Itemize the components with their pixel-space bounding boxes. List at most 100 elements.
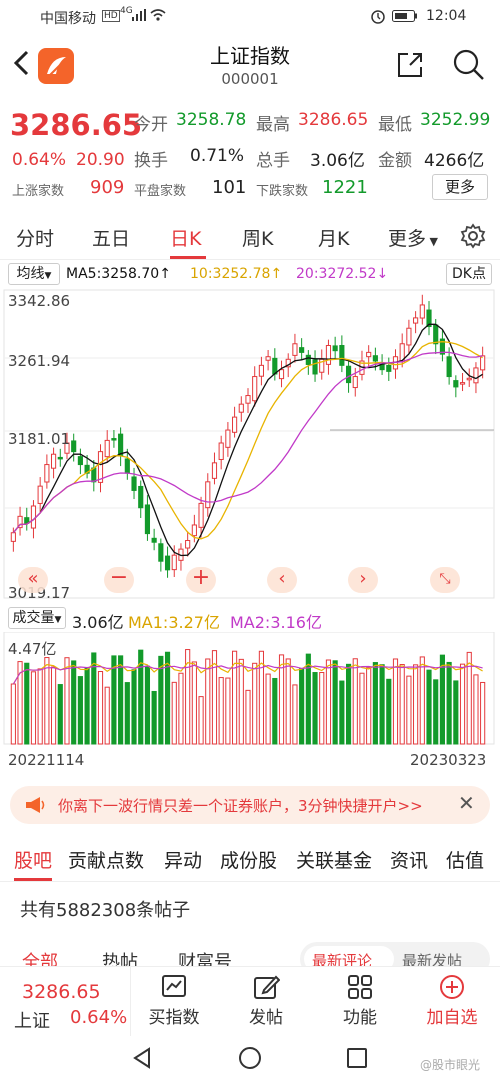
tab-weekly-k[interactable]: 周K: [242, 228, 274, 250]
divider: [130, 967, 131, 1037]
candle: [453, 380, 459, 388]
tab-constituents[interactable]: 成份股: [220, 850, 278, 872]
candle: [446, 356, 452, 378]
volume-bar: [339, 680, 345, 745]
back-icon[interactable]: [10, 48, 32, 82]
scroll-left-button[interactable]: ‹: [267, 567, 297, 593]
down-count-label: 下跌家数: [256, 184, 309, 199]
ma20-value: 20:3272.52↓: [296, 266, 388, 282]
volume-bar: [118, 655, 124, 745]
tab-more[interactable]: 更多 ▼: [388, 224, 438, 251]
zoom-out-button[interactable]: −: [104, 567, 134, 593]
tab-five-day[interactable]: 五日: [92, 228, 131, 250]
status-bar: 中国移动 HD 4G 12:04: [0, 0, 500, 34]
candle: [232, 416, 238, 433]
tab-guba[interactable]: 股吧: [14, 850, 53, 872]
low-value: 3252.99: [420, 110, 491, 130]
tab-daily-k[interactable]: 日K: [170, 228, 202, 250]
date-end: 20230323: [410, 751, 487, 769]
dk-point-button[interactable]: DK点: [446, 263, 492, 285]
nav-home-icon[interactable]: [238, 1046, 262, 1074]
tab-intraday[interactable]: 分时: [16, 228, 55, 250]
candlestick-chart[interactable]: [0, 288, 500, 602]
volume-bar: [305, 653, 311, 745]
candle: [205, 481, 211, 509]
volume-bar: [24, 662, 30, 745]
volume-chart[interactable]: [0, 632, 500, 746]
scroll-right-button[interactable]: ›: [348, 567, 378, 593]
candle: [24, 517, 30, 524]
volume-bar: [97, 671, 104, 745]
candle: [185, 540, 191, 549]
volume-bar: [151, 690, 157, 745]
volume-bar: [453, 680, 459, 745]
sort-latest-post[interactable]: 最新发帖: [402, 952, 463, 970]
buy-index-button[interactable]: 买指数: [134, 967, 214, 1028]
volume-mode-label: 成交量: [12, 610, 55, 626]
share-icon[interactable]: [395, 50, 425, 84]
double-left-icon: «: [27, 568, 39, 589]
tab-news[interactable]: 资讯: [390, 850, 429, 872]
volume-bar: [144, 665, 151, 745]
volume-bar: [386, 678, 392, 745]
candle: [406, 327, 412, 346]
low-label: 最低: [378, 115, 412, 135]
more-quote-button[interactable]: 更多: [432, 174, 488, 200]
tab-contribution[interactable]: 贡献点数: [68, 850, 145, 872]
high-label: 最高: [256, 115, 290, 135]
close-icon[interactable]: ✕: [458, 791, 475, 815]
volume-bar: [211, 650, 218, 745]
clock-label: 12:04: [426, 8, 467, 24]
add-watchlist-button[interactable]: 加自选: [412, 967, 492, 1028]
title-bar: 上证指数 000001: [0, 34, 500, 96]
ma-mode-select[interactable]: 均线▼: [8, 263, 60, 285]
edit-icon: [252, 973, 281, 1001]
turnover-label: 换手: [134, 151, 168, 171]
volume-bar: [17, 661, 23, 745]
ma20-line: [12, 351, 483, 534]
volume-bar: [252, 662, 258, 745]
candle: [44, 464, 50, 483]
amount-value: 4266亿: [424, 151, 485, 171]
signal-icon: [132, 9, 146, 25]
volume-mode-select[interactable]: 成交量▼: [8, 607, 66, 629]
price-axis-mid1: 3261.94: [8, 352, 71, 370]
account-banner[interactable]: 你离下一波行情只差一个证券账户，3分钟快捷开户>> ✕: [10, 786, 490, 824]
active-tab-underline: [170, 256, 206, 259]
volume-bar: [171, 681, 177, 745]
nav-recents-icon[interactable]: [346, 1047, 368, 1073]
zoom-in-button[interactable]: +: [186, 567, 216, 593]
scroll-start-button[interactable]: «: [18, 567, 48, 593]
sort-latest-comment[interactable]: 最新评论: [312, 952, 373, 970]
arrow-up-icon: ↑: [270, 266, 283, 282]
megaphone-icon: [24, 795, 46, 819]
candle: [17, 515, 23, 529]
candle: [433, 324, 439, 345]
candle: [158, 543, 164, 562]
volume-bar: [466, 651, 472, 745]
candle: [77, 456, 83, 466]
tab-monthly-k[interactable]: 月K: [318, 228, 350, 250]
add-watchlist-label: 加自选: [426, 1008, 478, 1028]
candle: [305, 354, 311, 365]
volume-bar: [359, 672, 365, 745]
ma-legend: 均线▼ MA5:3258.70↑ 10:3252.78↑ 20:3272.52↓…: [0, 262, 500, 288]
minus-icon: −: [109, 565, 129, 590]
search-icon[interactable]: [452, 48, 486, 86]
tab-related-funds[interactable]: 关联基金: [296, 850, 373, 872]
post-button[interactable]: 发帖: [226, 967, 306, 1028]
tab-movement[interactable]: 异动: [164, 850, 203, 872]
candle: [151, 537, 157, 543]
nav-back-icon[interactable]: [130, 1046, 154, 1074]
fullscreen-button[interactable]: ⤡: [430, 567, 460, 593]
volume-bar: [205, 658, 211, 745]
candle: [426, 309, 432, 328]
candle: [299, 347, 305, 353]
function-button[interactable]: 功能: [320, 967, 400, 1028]
wifi-icon: [150, 9, 166, 25]
tab-valuation[interactable]: 估值: [446, 850, 485, 872]
settings-icon[interactable]: [460, 223, 486, 253]
volume-bar: [319, 672, 325, 745]
candle: [252, 376, 258, 402]
volume-bar: [392, 658, 399, 745]
